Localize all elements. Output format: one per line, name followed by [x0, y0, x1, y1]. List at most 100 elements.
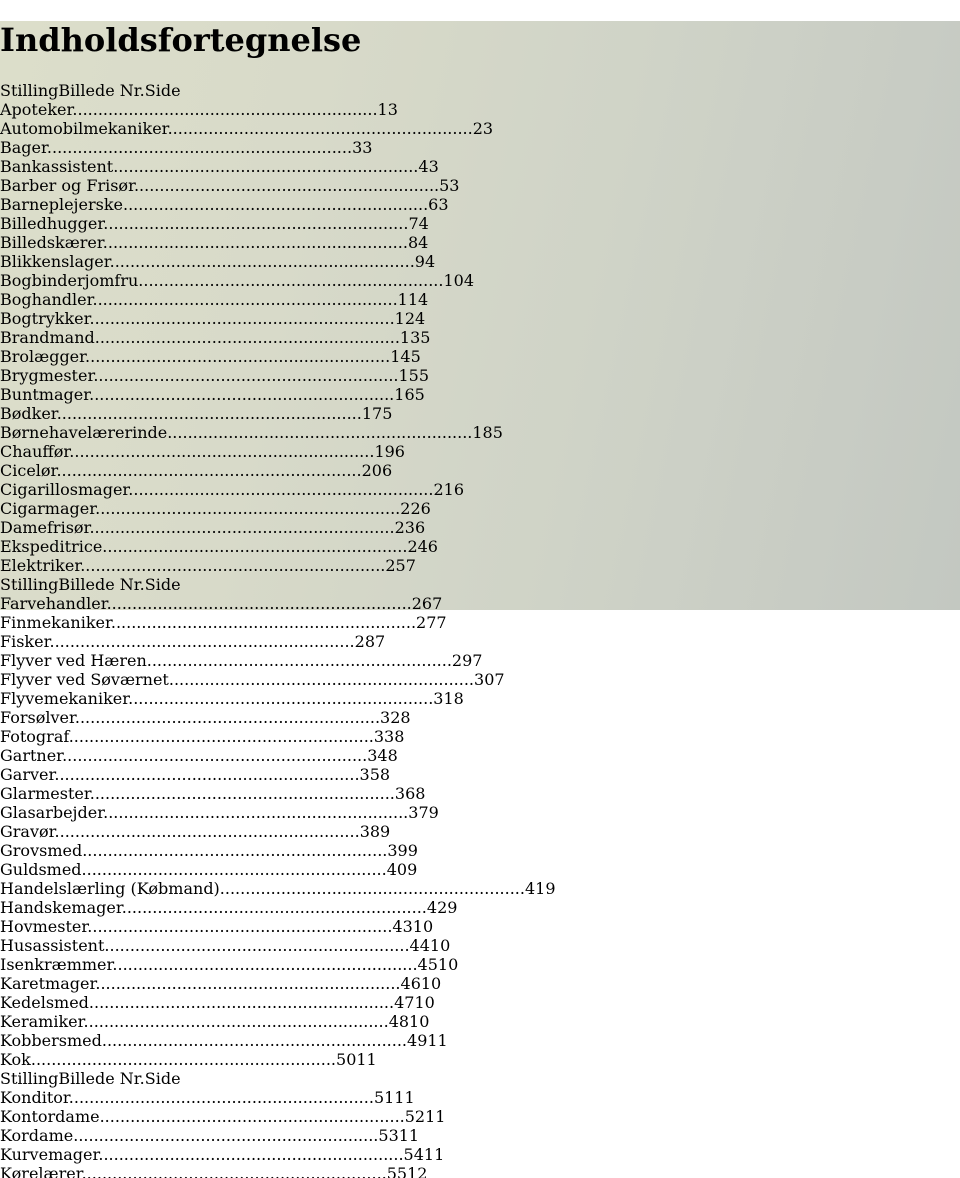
picture-number: 19	[374, 441, 395, 461]
column-header: StillingBillede Nr.Side	[0, 575, 960, 594]
header-page-label: Side	[144, 574, 181, 594]
picture-number: 52	[404, 1106, 426, 1126]
page-number: 10	[414, 992, 435, 1012]
dot-leader: ........................................…	[123, 194, 429, 214]
occupation-name: Hovmester	[0, 916, 88, 936]
toc-entry: Handskemager............................…	[0, 898, 960, 917]
occupation-name: Kørelærer	[0, 1163, 82, 1178]
picture-number: 32	[380, 707, 401, 727]
picture-number: 29	[451, 650, 473, 670]
page-number: 3	[482, 118, 494, 138]
toc-entry: Glarmester..............................…	[0, 784, 960, 803]
page-number: 8	[379, 764, 391, 784]
toc-entry: Bager...................................…	[0, 138, 960, 157]
occupation-name: Billedskærer	[0, 232, 103, 252]
picture-number: 37	[408, 802, 429, 822]
occupation-name: Barber og Frisør	[0, 175, 134, 195]
occupation-name: Cigarmager	[0, 498, 96, 518]
picture-number: 26	[411, 593, 433, 613]
picture-number: 15	[398, 365, 419, 385]
occupation-name: Grovsmed	[0, 840, 83, 860]
toc-column: StillingBillede Nr.Side Apoteker.........…	[0, 81, 960, 575]
toc-entry: Bødker..................................…	[0, 404, 960, 423]
occupation-name: Kordame	[0, 1125, 74, 1145]
occupation-name: Apoteker	[0, 99, 73, 119]
page-number: 5	[492, 422, 503, 442]
dot-leader: ........................................…	[69, 441, 375, 461]
header-position-label: Stilling	[0, 1068, 59, 1088]
page-number: 3	[428, 156, 439, 176]
toc-entry: Børnehavelærerinde......................…	[0, 423, 960, 442]
picture-number: 22	[400, 498, 421, 518]
page-number: 9	[380, 821, 391, 841]
page-number: 11	[427, 1030, 448, 1050]
dot-leader: ........................................…	[103, 802, 409, 822]
occupation-name: Børnehavelærerinde	[0, 422, 168, 442]
occupation-name: Automobilmekaniker	[0, 118, 168, 138]
picture-number: 13	[399, 327, 421, 347]
page-number: 4	[418, 232, 429, 252]
page-number: 6	[414, 517, 426, 537]
page-number: 5	[418, 365, 430, 385]
picture-number: 31	[433, 688, 454, 708]
dot-leader: ........................................…	[80, 555, 386, 575]
page-number: 9	[407, 859, 418, 879]
column-header: StillingBillede Nr.Side	[0, 81, 960, 100]
dot-leader: ........................................…	[46, 137, 353, 157]
page-number: 10	[420, 973, 442, 993]
occupation-name: Gravør	[0, 821, 55, 841]
occupation-name: Boghandler	[0, 289, 93, 309]
occupation-name: Kedelsmed	[0, 992, 89, 1012]
page-number: 5	[410, 346, 421, 366]
occupation-name: Chauffør	[0, 441, 70, 461]
page-number: 3	[362, 137, 373, 157]
dot-leader: ........................................…	[109, 251, 415, 271]
page-number: 7	[472, 650, 483, 670]
page-number: 4	[424, 251, 436, 271]
dot-leader: ........................................…	[103, 213, 409, 233]
dot-leader: ........................................…	[56, 403, 362, 423]
picture-number: 21	[433, 479, 454, 499]
toc-entry: Flyver ved Hæren........................…	[0, 651, 960, 670]
page-number: 7	[436, 612, 447, 632]
page-number: 5	[414, 384, 425, 404]
header-position-label: Stilling	[0, 80, 59, 100]
toc-entry: Kørelærer...............................…	[0, 1164, 960, 1178]
dot-leader: ........................................…	[89, 308, 395, 328]
picture-number: 54	[403, 1144, 424, 1164]
toc-entry: Isenkræmmer.............................…	[0, 955, 960, 974]
toc-entry: Hovmester...............................…	[0, 917, 960, 936]
toc-entry: Husassistent............................…	[0, 936, 960, 955]
page-number: 6	[394, 441, 405, 461]
occupation-name: Kontordame	[0, 1106, 100, 1126]
dot-leader: ........................................…	[81, 1163, 387, 1178]
dot-leader: ........................................…	[99, 1106, 405, 1126]
header-page-label: Side	[144, 1068, 181, 1088]
occupation-name: Brygmester	[0, 365, 94, 385]
page-number: 9	[428, 802, 439, 822]
toc-entry: Gravør..................................…	[0, 822, 960, 841]
dot-leader: ........................................…	[98, 1144, 404, 1164]
dot-leader: ........................................…	[121, 897, 427, 917]
occupation-name: Isenkræmmer	[0, 954, 113, 974]
page-number: 3	[387, 99, 398, 119]
page-number: 12	[407, 1163, 428, 1178]
page-number: 9	[447, 897, 458, 917]
occupation-name: Flyver ved Hæren	[0, 650, 147, 670]
occupation-name: Kok	[0, 1049, 31, 1069]
picture-number: 27	[416, 612, 437, 632]
toc-entry: Kurvemager..............................…	[0, 1145, 960, 1164]
picture-number: 48	[388, 1011, 410, 1031]
toc-entry: Handelslærling (Købmand)................…	[0, 879, 960, 898]
dot-leader: ........................................…	[82, 840, 388, 860]
occupation-name: Fisker	[0, 631, 50, 651]
dot-leader: ........................................…	[94, 327, 400, 347]
occupation-name: Bager	[0, 137, 47, 157]
toc-entry: Billedhugger............................…	[0, 214, 960, 233]
dot-leader: ........................................…	[113, 156, 419, 176]
picture-number: 46	[400, 973, 421, 993]
toc-entry: Fotograf................................…	[0, 727, 960, 746]
picture-number: 4	[418, 156, 429, 176]
picture-number: 17	[361, 403, 383, 423]
toc-entry: Brolægger...............................…	[0, 347, 960, 366]
